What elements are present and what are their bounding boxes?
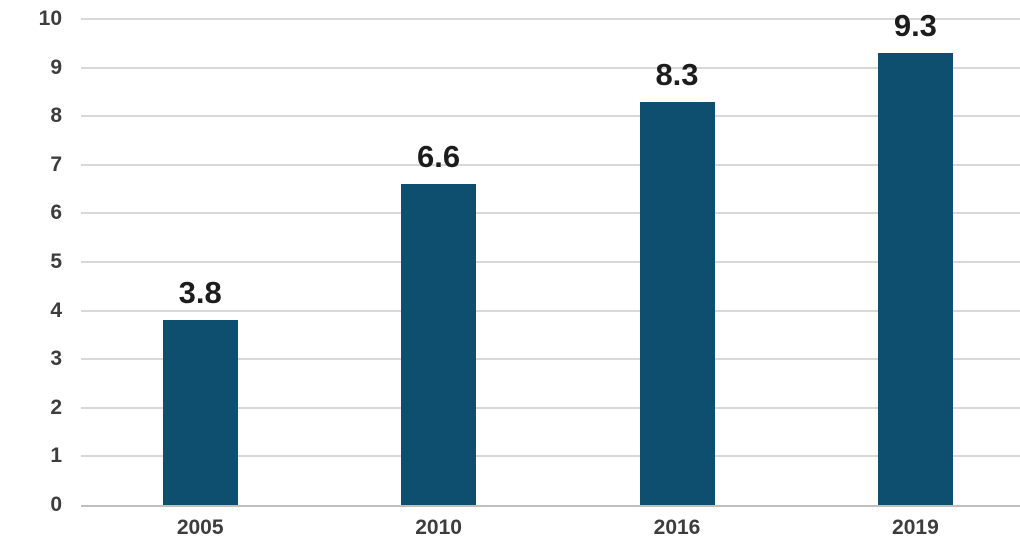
y-axis-tick-label: 0 [50, 493, 62, 516]
y-axis-tick-label: 8 [50, 104, 62, 128]
x-axis-category-label: 2019 [892, 516, 939, 539]
y-axis-tick-label: 7 [50, 152, 62, 176]
bar-2019 [877, 53, 953, 505]
x-axis-line [81, 505, 1020, 507]
bar-value-label: 9.3 [893, 8, 937, 44]
bar-value-label: 6.6 [417, 139, 461, 175]
bar-2016 [639, 101, 715, 505]
y-axis-tick-label: 6 [50, 201, 62, 225]
y-axis-tick-label: 2 [50, 395, 62, 419]
y-axis-tick-label: 3 [50, 347, 62, 371]
x-axis-category-label: 2016 [653, 516, 701, 539]
bar-2010 [401, 184, 477, 505]
x-axis-category-label: 2005 [176, 516, 224, 539]
bar-2005 [162, 320, 238, 505]
y-axis-tick-label: 5 [50, 250, 62, 273]
bar-value-label: 8.3 [655, 56, 699, 92]
y-axis-tick-label: 1 [50, 444, 62, 468]
x-axis-category-label: 2010 [415, 516, 462, 539]
y-axis-tick-label: 10 [38, 7, 62, 30]
y-axis-tick-label: 9 [50, 55, 62, 79]
y-axis-tick-label: 4 [50, 298, 62, 322]
bar-value-label: 3.8 [178, 275, 222, 311]
